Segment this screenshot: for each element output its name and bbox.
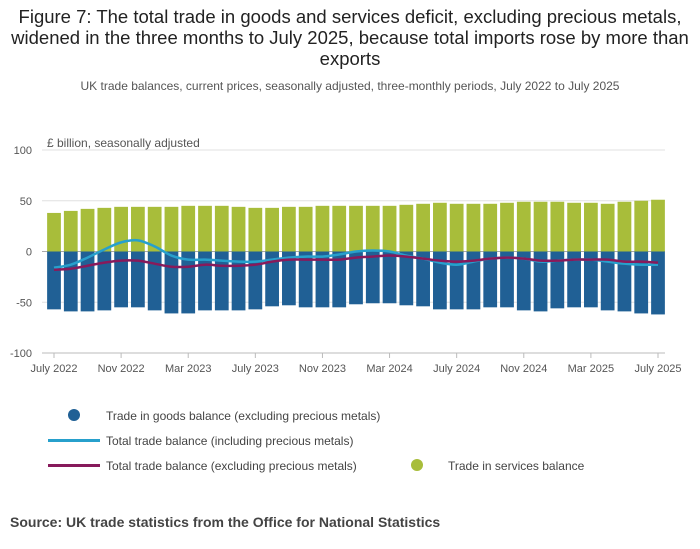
bar-services (80, 208, 95, 252)
x-tick-label: Nov 2023 (299, 363, 346, 375)
bar-services (516, 201, 531, 252)
bar-goods (634, 251, 649, 314)
bar-services (567, 202, 581, 252)
bar-services (298, 206, 313, 252)
bar-goods (131, 251, 145, 308)
bar-services (651, 199, 665, 252)
bar-goods (433, 251, 447, 310)
bar-goods (550, 251, 565, 309)
chart-area: 100 50 0 -50 -100 £ billion, seasonally adjus… (10, 136, 682, 375)
legend-services-label: Trade in services balance (448, 459, 585, 473)
bar-services (349, 205, 363, 252)
bar-goods (399, 251, 414, 306)
y-axis-label: £ billion, seasonally adjusted (47, 136, 200, 150)
x-tick-label: July 2024 (433, 363, 480, 375)
bar-goods (315, 251, 330, 308)
chart-title: Figure 7: The total trade in goods and s… (11, 6, 689, 69)
legend-total-incl-label: Total trade balance (including precious … (106, 434, 354, 448)
x-tick-label: July 2023 (232, 363, 279, 375)
bar-services (63, 210, 78, 252)
bar-services (181, 205, 196, 252)
x-tick-label: Mar 2025 (568, 363, 614, 375)
bar-services (265, 207, 279, 252)
bar-goods (567, 251, 581, 308)
bar-goods (349, 251, 363, 305)
bar-services (131, 206, 145, 252)
bar-goods (382, 251, 397, 304)
bar-goods (416, 251, 430, 307)
legend-goods-label: Trade in goods balance (excluding precio… (106, 409, 381, 423)
bar-goods (47, 251, 61, 310)
bar-services (282, 206, 296, 252)
x-tick-label: Mar 2024 (366, 363, 412, 375)
x-tick-label: Mar 2023 (165, 363, 211, 375)
bar-goods (500, 251, 514, 308)
x-tick-label: Nov 2022 (98, 363, 145, 375)
bar-services (634, 200, 649, 252)
bar-services (315, 205, 330, 252)
bar-goods (449, 251, 464, 310)
bar-services (214, 205, 229, 252)
bar-services (382, 205, 397, 252)
bar-goods (282, 251, 296, 306)
bar-services (147, 206, 162, 252)
y-tick-label: 50 (20, 196, 32, 208)
bar-goods (114, 251, 128, 308)
chart-subtitle: UK trade balances, current prices, seaso… (80, 79, 620, 93)
bar-services (483, 203, 498, 252)
bar-services (449, 203, 464, 252)
bar-services (416, 203, 430, 252)
bar-services (365, 205, 380, 252)
bar-goods (533, 251, 548, 312)
bar-services (600, 203, 615, 252)
bar-services (399, 204, 414, 252)
bar-services (97, 207, 112, 252)
bar-services (500, 202, 514, 252)
legend-services-marker (411, 459, 423, 471)
bar-goods (584, 251, 598, 308)
legend-total-excl-marker (48, 464, 100, 467)
bar-services (332, 205, 347, 252)
bar-goods (466, 251, 481, 310)
series-line-total-excl (53, 254, 659, 272)
bar-goods (600, 251, 615, 311)
y-tick-label: 100 (14, 145, 32, 157)
legend-goods-marker (68, 409, 80, 421)
y-tick-label: -50 (16, 297, 32, 309)
bar-services (550, 201, 565, 252)
bar-services (533, 201, 548, 252)
bar-services (248, 207, 263, 252)
bar-services (198, 205, 212, 252)
bar-goods (63, 251, 78, 312)
bar-goods (332, 251, 347, 308)
bar-services (164, 206, 179, 252)
bar-services (617, 201, 632, 252)
bar-services (433, 202, 447, 252)
bar-services (47, 212, 61, 252)
bar-goods (265, 251, 279, 307)
x-tick-label: July 2025 (634, 363, 681, 375)
x-tick-label: Nov 2024 (500, 363, 547, 375)
bar-goods (483, 251, 498, 308)
bar-goods (298, 251, 313, 308)
bar-goods (516, 251, 531, 311)
legend-total-incl-marker (48, 439, 100, 442)
bar-goods (147, 251, 162, 311)
source-note: Source: UK trade statistics from the Off… (10, 514, 441, 530)
bar-services (231, 206, 246, 252)
bar-services (466, 203, 481, 252)
bar-goods (164, 251, 179, 314)
bar-goods (97, 251, 112, 311)
bar-goods (651, 251, 665, 315)
y-tick-label: 0 (26, 247, 32, 259)
legend-total-excl-label: Total trade balance (excluding precious … (106, 459, 357, 473)
x-tick-label: July 2022 (30, 363, 77, 375)
bar-services (584, 202, 598, 252)
bar-goods (617, 251, 632, 312)
bar-goods (365, 251, 380, 304)
y-tick-label: -100 (10, 348, 32, 360)
